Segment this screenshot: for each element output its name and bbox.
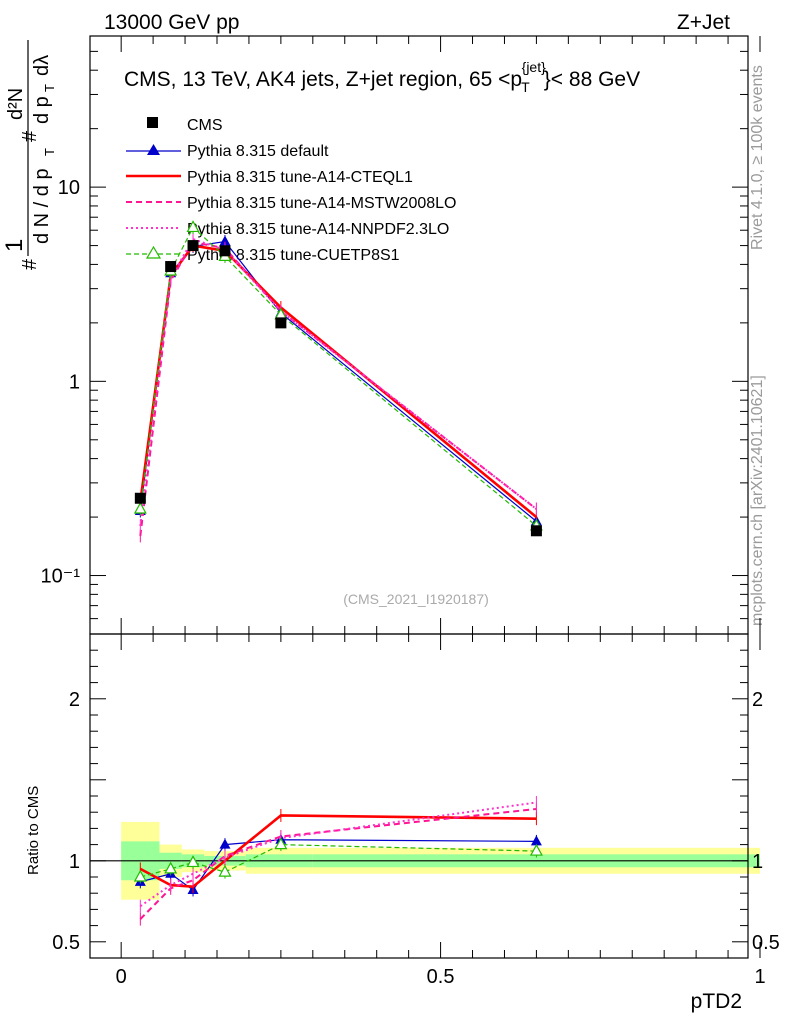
series-1 — [139, 239, 538, 894]
cms-data-point — [134, 492, 146, 504]
legend-label-default: Pythia 8.315 default — [187, 143, 329, 160]
svg-text:#: # — [19, 130, 41, 142]
series-2 — [139, 235, 538, 926]
legend-label-cms: CMS — [187, 117, 223, 134]
series-3 — [139, 232, 538, 913]
cms-data-point — [530, 525, 542, 537]
series-4 — [133, 220, 543, 884]
x-tick-label: 1 — [754, 966, 765, 988]
mcplots-label: mcplots.cern.ch [arXiv:2401.10621] — [749, 375, 766, 626]
svg-text:dλ: dλ — [31, 55, 53, 76]
ratio-point — [530, 835, 542, 846]
legend-marker-cms — [147, 117, 158, 128]
ratio-y-tick-label-right: 2 — [752, 689, 763, 711]
legend-label-nnpdf: Pythia 8.315 tune-A14-NNPDF2.3LO — [187, 221, 449, 238]
series-point — [133, 501, 147, 514]
analysis-tag: (CMS_2021_I1920187) — [343, 591, 489, 607]
series-line-main — [139, 240, 537, 522]
cms-data-point — [165, 261, 177, 273]
svg-text:d N / d p: d N / d p — [31, 168, 53, 244]
ratio-point — [219, 838, 231, 849]
rivet-label: Rivet 4.1.0, ≥ 100k events — [749, 65, 766, 250]
ratio-point — [164, 861, 178, 874]
svg-text:d p: d p — [31, 96, 53, 124]
svg-text:T: T — [42, 84, 57, 92]
cms-data-point — [275, 317, 287, 329]
ratio-ylabel: Ratio to CMS — [25, 786, 42, 875]
ratio-point — [274, 837, 288, 850]
series-line-main — [139, 226, 537, 527]
legend-label-mstw: Pythia 8.315 tune-A14-MSTW2008LO — [187, 195, 456, 212]
ratio-point — [529, 843, 543, 856]
header-right-label: Z+Jet — [677, 11, 730, 34]
svg-text:d²N: d²N — [5, 88, 27, 120]
series-line-ratio — [140, 843, 537, 878]
ratio-point — [218, 864, 232, 877]
chart-title: CMS, 13 TeV, AK4 jets, Z+jet region, 65 … — [124, 59, 640, 95]
series-0 — [134, 234, 542, 897]
svg-text:T: T — [42, 148, 57, 156]
ratio-y-tick-label-right: 0.5 — [752, 932, 780, 954]
legend-label-cteql1: Pythia 8.315 tune-A14-CTEQL1 — [187, 169, 413, 186]
series-line-ratio — [140, 839, 537, 891]
legend: CMS Pythia 8.315 default Pythia 8.315 tu… — [126, 117, 456, 264]
series-point — [186, 220, 200, 233]
series-point — [219, 235, 231, 246]
legend-label-cuetp8s1: Pythia 8.315 tune-CUETP8S1 — [187, 247, 400, 264]
svg-text:1: 1 — [1, 239, 28, 252]
legend-marker-default — [126, 144, 181, 155]
cms-data-point — [219, 245, 231, 257]
series-line-main — [139, 237, 538, 527]
x-axis-label: pTD2 — [691, 990, 742, 1013]
ratio-point — [186, 855, 200, 868]
ratio-point — [133, 869, 147, 882]
x-tick-label: 0 — [116, 966, 127, 988]
legend-marker-cuetp8s1 — [126, 245, 181, 259]
series-line-main — [139, 244, 538, 519]
ratio-frame — [89, 633, 749, 959]
series-line-main — [139, 241, 538, 537]
main-ylabel: # 1 d N / d p T # d²N d p T dλ — [1, 40, 57, 270]
ratio-y-tick-label-right: 1 — [752, 851, 763, 873]
series-line-ratio — [139, 801, 537, 907]
x-tick-label: 0.5 — [427, 966, 455, 988]
series-line-ratio — [139, 814, 537, 889]
cms-data-point — [187, 240, 199, 252]
y-tick-label: 10⁻¹ — [41, 566, 81, 588]
ratio-y-tick-label: 2 — [69, 689, 80, 711]
ratio-y-tick-label: 1 — [69, 851, 80, 873]
ratio-y-tick-label: 0.5 — [52, 932, 80, 954]
y-tick-label: 1 — [69, 371, 80, 393]
y-tick-label: 10 — [58, 177, 80, 199]
svg-text:#: # — [19, 258, 41, 270]
header-left-label: 13000 GeV pp — [104, 11, 239, 34]
